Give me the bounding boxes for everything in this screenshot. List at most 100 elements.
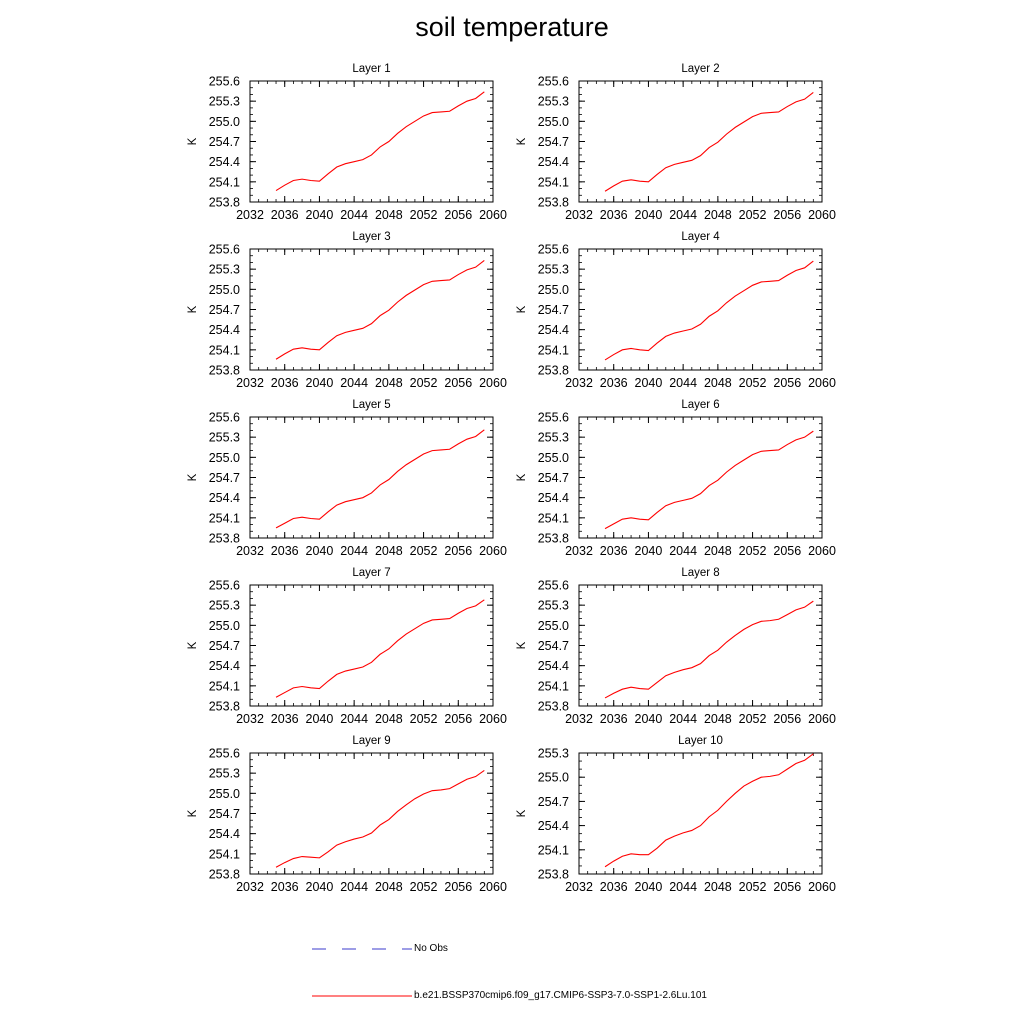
y-axis-label: K [187,473,199,481]
y-tick-label: 254.7 [538,639,569,653]
x-tick-label: 2048 [375,544,403,558]
y-tick-label: 255.3 [538,599,569,613]
y-tick-label: 254.7 [209,639,240,653]
x-tick-label: 2052 [739,880,767,894]
x-tick-label: 2056 [773,712,801,726]
x-tick-label: 2032 [565,712,593,726]
x-tick-label: 2056 [773,880,801,894]
series-line [275,259,485,360]
x-tick-label: 2044 [669,376,697,390]
x-tick-label: 2048 [704,544,732,558]
x-tick-label: 2060 [479,880,507,894]
panel-title: Layer 10 [678,735,723,747]
y-tick-label: 255.0 [209,619,240,633]
y-tick-label: 254.4 [209,491,240,505]
y-tick-label: 255.6 [538,75,569,89]
y-tick-label: 254.7 [538,795,569,809]
x-tick-label: 2032 [565,544,593,558]
x-tick-label: 2060 [479,376,507,390]
x-tick-label: 2040 [306,880,334,894]
x-tick-label: 2032 [236,544,264,558]
y-axis-label: K [516,137,528,145]
x-tick-label: 2040 [635,544,663,558]
y-axis-label: K [187,809,199,817]
x-tick-label: 2060 [479,208,507,222]
y-tick-label: 254.1 [538,843,569,857]
y-tick-label: 255.6 [209,411,240,425]
plot-frame [249,584,494,707]
plot-frame [578,584,823,707]
x-tick-label: 2052 [739,712,767,726]
x-tick-label: 2036 [600,544,628,558]
x-tick-label: 2056 [444,880,472,894]
y-tick-label: 255.6 [209,243,240,257]
y-tick-label: 255.6 [538,243,569,257]
x-tick-label: 2040 [306,544,334,558]
y-tick-label: 253.8 [538,196,569,210]
y-tick-label: 254.4 [538,819,569,833]
y-axis-label: K [516,305,528,313]
y-axis-label: K [516,641,528,649]
series-line [604,91,814,192]
plot-frame [578,80,823,203]
x-tick-label: 2048 [704,208,732,222]
y-tick-label: 254.4 [209,827,240,841]
plot-frame [249,752,494,875]
series-line [604,430,814,530]
series-line [275,91,485,192]
x-tick-label: 2032 [565,376,593,390]
x-tick-label: 2044 [340,376,368,390]
x-tick-label: 2044 [669,712,697,726]
x-tick-label: 2048 [375,208,403,222]
x-tick-label: 2032 [565,208,593,222]
plot-frame [578,416,823,539]
panel-title: Layer 2 [681,63,719,75]
x-tick-label: 2036 [600,712,628,726]
x-tick-label: 2040 [635,208,663,222]
y-tick-label: 254.1 [538,175,569,189]
x-tick-label: 2052 [410,880,438,894]
plot-frame [578,248,823,371]
y-tick-label: 254.4 [209,323,240,337]
x-tick-label: 2044 [340,880,368,894]
plot-frame [578,752,823,875]
y-tick-label: 254.7 [209,807,240,821]
x-tick-label: 2036 [271,544,299,558]
x-tick-label: 2032 [236,208,264,222]
y-tick-label: 255.3 [538,431,569,445]
y-tick-label: 255.0 [538,451,569,465]
x-tick-label: 2052 [410,544,438,558]
y-axis-label: K [516,473,528,481]
y-axis-label: K [187,305,199,313]
y-tick-label: 255.3 [538,95,569,109]
x-tick-label: 2032 [565,880,593,894]
panel-6: Layer 6 K 2032 2036 2040 2044 2048 2052 2056 2060… [516,399,836,558]
y-tick-label: 253.8 [209,532,240,546]
y-tick-label: 255.6 [209,747,240,761]
y-tick-label: 253.8 [209,196,240,210]
x-tick-label: 2036 [600,880,628,894]
series-line [275,599,485,698]
panel-10: Layer 10 K 2032 2036 2040 2044 2048 2052 2056 206… [516,735,836,894]
x-tick-label: 2060 [808,712,836,726]
y-tick-label: 253.8 [538,532,569,546]
x-tick-label: 2036 [271,712,299,726]
panel-4: Layer 4 K 2032 2036 2040 2044 2048 2052 2056 2060… [516,231,836,390]
series-line [604,753,814,868]
y-tick-label: 255.3 [209,599,240,613]
y-tick-label: 254.7 [538,135,569,149]
x-tick-label: 2036 [271,880,299,894]
y-tick-label: 255.0 [209,451,240,465]
panel-8: Layer 8 K 2032 2036 2040 2044 2048 2052 2056 2060… [516,567,836,726]
x-tick-label: 2048 [704,376,732,390]
x-tick-label: 2056 [444,544,472,558]
series-line [275,429,485,529]
y-tick-label: 254.1 [209,511,240,525]
series-line [275,770,485,868]
y-tick-label: 255.6 [538,579,569,593]
y-tick-label: 255.0 [538,619,569,633]
y-tick-label: 254.7 [209,135,240,149]
y-tick-label: 254.7 [209,471,240,485]
x-tick-label: 2048 [704,712,732,726]
panel-title: Layer 6 [681,399,719,411]
